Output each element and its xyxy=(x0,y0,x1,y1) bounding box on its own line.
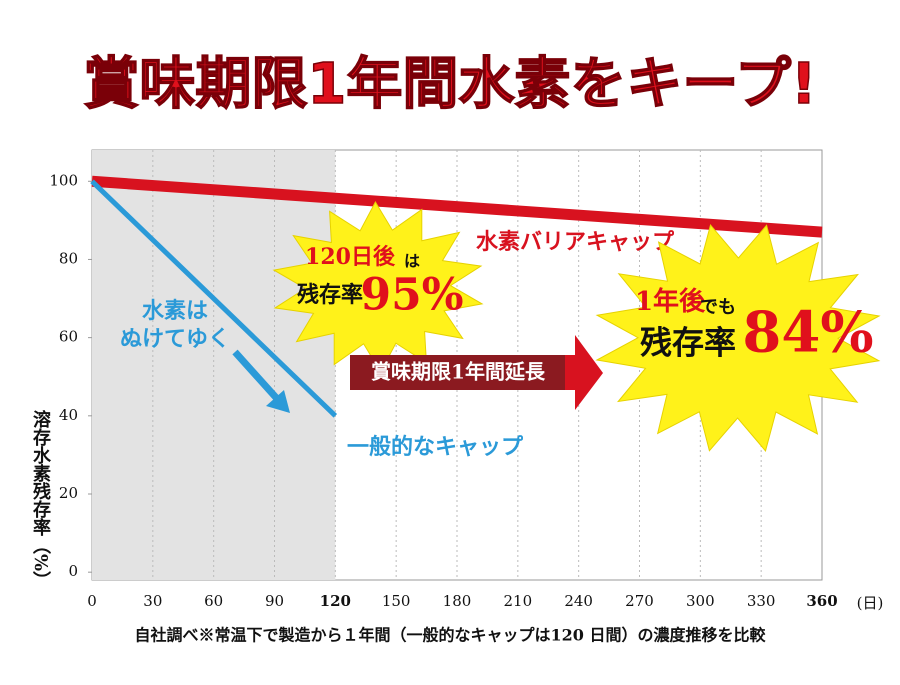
series-line xyxy=(90,179,338,418)
annotation: でも xyxy=(700,297,736,318)
starburst xyxy=(272,200,484,374)
y-tick-label: 40 xyxy=(59,406,78,424)
x-tick-label: 270 xyxy=(625,592,654,610)
x-tick-label: 120 xyxy=(320,592,351,610)
footnote: 自社調べ※常温下で製造から１年間（一般的なキャップは120 日間）の濃度推移を比… xyxy=(135,626,767,645)
annotation: 残存率 xyxy=(640,324,736,362)
annotation: は xyxy=(404,252,420,271)
x-tick-label: 180 xyxy=(443,592,472,610)
x-tick-label: 90 xyxy=(265,592,284,610)
series-line xyxy=(91,175,823,238)
annotation: ぬけてゆく xyxy=(120,326,230,352)
x-tick-label: 360 xyxy=(806,592,837,610)
annotation: 水素は xyxy=(142,298,208,324)
annotation: 1年後 xyxy=(635,286,706,317)
arrow-head xyxy=(266,390,290,413)
annotation: 84% xyxy=(742,300,873,366)
y-tick-label: 80 xyxy=(59,249,78,267)
y-tick-label: 0 xyxy=(68,562,78,580)
arrow xyxy=(232,349,283,405)
chart-title: 賞味期限1年間水素をキープ! xyxy=(83,52,816,117)
x-tick-label: 60 xyxy=(204,592,223,610)
annotation: 残存率 xyxy=(297,282,363,308)
x-tick-label: 240 xyxy=(564,592,593,610)
x-unit: (日) xyxy=(857,594,884,612)
annotation: 120日後 xyxy=(305,244,396,270)
x-tick-label: 330 xyxy=(747,592,776,610)
x-tick-label: 150 xyxy=(382,592,411,610)
x-tick-label: 0 xyxy=(87,592,97,610)
x-tick-label: 30 xyxy=(143,592,162,610)
annotation: 賞味期限1年間延長 xyxy=(371,360,546,384)
x-tick-label: 210 xyxy=(504,592,533,610)
annotation: 95% xyxy=(360,270,463,321)
starburst xyxy=(595,224,881,452)
legend-label: 一般的なキャップ xyxy=(347,434,524,460)
y-tick-label: 20 xyxy=(59,484,78,502)
arrow-label-box xyxy=(350,355,565,390)
y-tick-label: 60 xyxy=(59,328,78,346)
y-tick-label: 100 xyxy=(49,171,78,189)
legend-label: 水素バリアキャップ xyxy=(476,229,675,255)
x-tick-label: 300 xyxy=(686,592,715,610)
y-axis-label: 溶存水素残存率（%） xyxy=(30,409,51,589)
